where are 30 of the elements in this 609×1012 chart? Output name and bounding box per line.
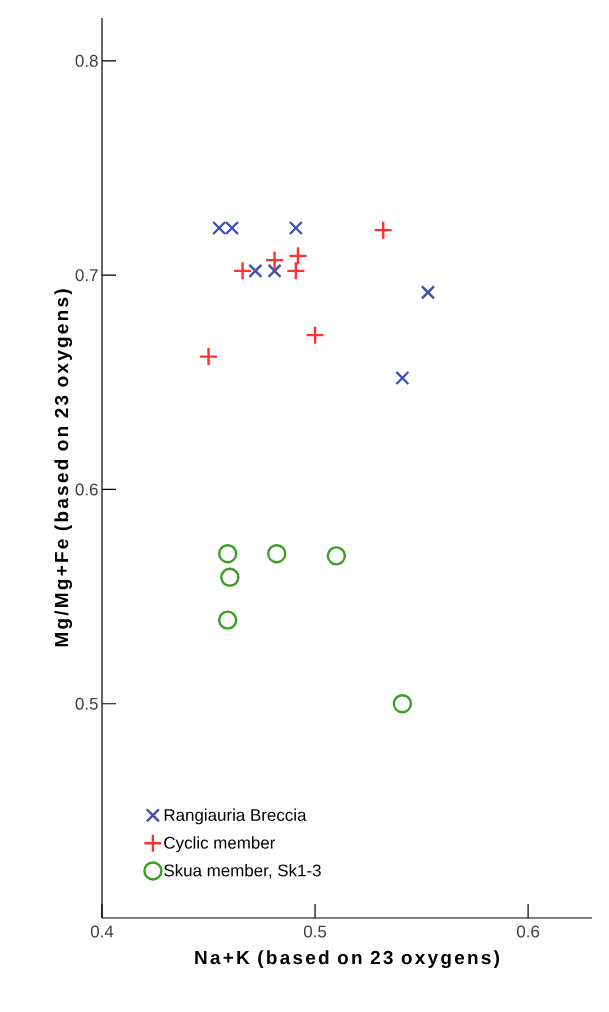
point: [286, 261, 306, 281]
point: [420, 285, 436, 300]
y-tick-label: 0.6: [75, 483, 98, 496]
point: [395, 370, 410, 386]
x-axis-title: Na+K (based on 23 oxygens): [195, 950, 500, 969]
point: [305, 325, 325, 345]
point: [288, 246, 308, 266]
point: [248, 263, 263, 279]
x-tick-label: 0.4: [90, 925, 114, 938]
point: [218, 610, 238, 630]
y-tick-label: 0.5: [75, 697, 98, 710]
point: [267, 263, 282, 279]
point: [373, 220, 393, 240]
point: [288, 220, 304, 236]
point: [267, 544, 287, 564]
x-tick-label: 0.6: [516, 925, 540, 938]
point: [232, 261, 253, 281]
point: [264, 250, 285, 270]
y-tick-label: 0.8: [75, 54, 98, 67]
y-tick-label: 0.7: [75, 269, 98, 282]
x-tick-label: 0.5: [303, 925, 327, 938]
point: [220, 567, 240, 587]
legend-label: Rangiauria Breccia: [164, 808, 307, 825]
point: [218, 544, 238, 564]
point: [392, 694, 413, 714]
point: [326, 546, 347, 566]
legend-label: Cyclic member: [164, 836, 276, 853]
point: [198, 346, 219, 367]
y-axis-title: Mg/Mg+Fe (based on 23 oxygens): [54, 289, 73, 647]
legend-label: Skua member, Sk1-3: [164, 864, 321, 879]
